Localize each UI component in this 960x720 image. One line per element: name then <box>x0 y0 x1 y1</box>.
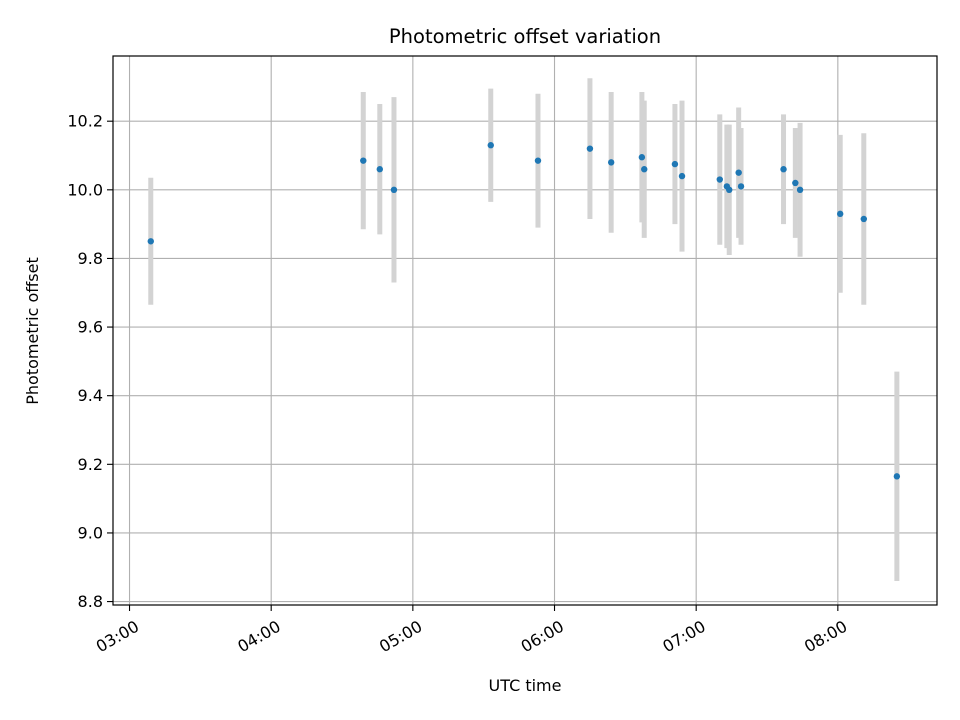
y-axis-label: Photometric offset <box>23 257 42 405</box>
y-tick-label: 9.4 <box>78 386 103 405</box>
y-tick-label: 9.8 <box>78 249 103 268</box>
data-points <box>147 142 901 480</box>
data-point <box>792 179 799 187</box>
data-point <box>638 154 646 161</box>
data-point <box>586 145 594 152</box>
y-axis: 8.8 9.0 9.2 9.4 9.6 9.8 10.0 10.2 <box>67 112 113 611</box>
y-tick-label: 8.8 <box>78 592 103 611</box>
data-point <box>716 176 723 183</box>
y-tick-label: 9.2 <box>78 455 103 474</box>
y-tick-label: 10.0 <box>67 180 103 199</box>
y-tick-label: 9.6 <box>78 318 103 337</box>
plot-frame <box>112 55 938 606</box>
data-point <box>534 157 542 164</box>
data-point <box>796 186 804 194</box>
data-point <box>360 157 367 164</box>
x-axis-label: UTC time <box>489 676 562 695</box>
data-point <box>726 186 733 194</box>
data-point <box>836 210 844 218</box>
chart-title: Photometric offset variation <box>389 25 661 48</box>
y-tick-label: 9.0 <box>78 523 103 542</box>
data-point <box>678 172 686 180</box>
data-point <box>641 166 648 173</box>
data-point <box>735 169 742 176</box>
data-point <box>893 473 901 480</box>
y-tick-label: 10.2 <box>67 112 103 131</box>
data-point <box>671 160 679 168</box>
data-point <box>607 159 615 166</box>
data-point <box>780 166 787 173</box>
data-point <box>860 215 868 223</box>
data-point <box>487 142 494 149</box>
data-point <box>737 183 745 190</box>
data-point <box>147 238 154 245</box>
data-point <box>376 166 383 173</box>
data-point <box>390 186 398 194</box>
